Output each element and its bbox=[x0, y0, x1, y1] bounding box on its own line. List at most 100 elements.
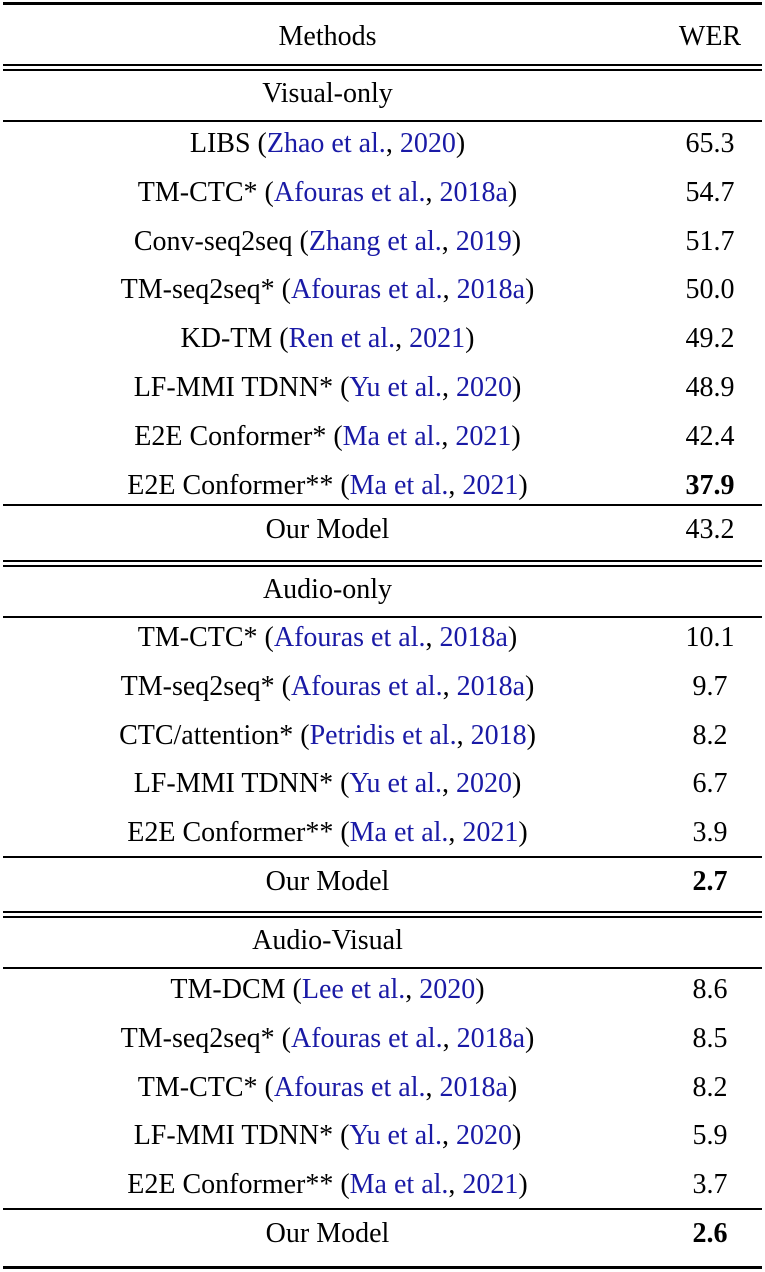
method-cell: LF-MMI TDNN* (Yu et al., 2020) bbox=[0, 1114, 655, 1158]
citation-year: 2019 bbox=[455, 225, 512, 257]
double-rule-lower bbox=[3, 565, 762, 567]
method-name: Conv-seq2seq bbox=[133, 225, 300, 257]
paren-close: ) bbox=[507, 622, 518, 653]
our-model-row: Our Model 2.7 bbox=[0, 860, 765, 904]
method-name: CTC/attention* bbox=[119, 719, 301, 751]
method-cell: E2E Conformer* (Ma et al., 2021) bbox=[0, 415, 655, 459]
table-row: CTC/attention* (Petridis et al., 2018) 8.… bbox=[0, 714, 765, 758]
paren-close: ) bbox=[511, 768, 522, 800]
paren-open: ( bbox=[340, 372, 350, 403]
method-cell: E2E Conformer** (Ma et al., 2021) bbox=[0, 811, 655, 855]
paren-close: ) bbox=[475, 974, 485, 1005]
citation-comma: , bbox=[448, 469, 463, 501]
paren-open: ( bbox=[281, 1022, 291, 1054]
citation-authors: Yu et al. bbox=[349, 1120, 442, 1152]
our-model-wer: 2.7 bbox=[692, 866, 728, 897]
section-title: Audio-Visual bbox=[252, 925, 403, 956]
wer-value: 3.7 bbox=[692, 1169, 728, 1201]
citation-authors: Ma et al. bbox=[349, 817, 449, 849]
table-row: TM-seq2seq* (Afouras et al., 2018a) 8.5 bbox=[0, 1017, 765, 1061]
citation-comma: , bbox=[441, 768, 456, 800]
citation-authors: Afouras et al. bbox=[290, 274, 443, 306]
method-name: LF-MMI TDNN* bbox=[133, 768, 341, 800]
paren-close: ) bbox=[511, 225, 522, 257]
citation-year: 2021 bbox=[462, 469, 519, 501]
method-name: KD-TM bbox=[180, 323, 280, 355]
paren-open: ( bbox=[340, 1169, 350, 1201]
method-cell: LF-MMI TDNN* (Yu et al., 2020) bbox=[0, 762, 655, 806]
section-rule bbox=[3, 616, 762, 618]
citation-year: 2020 bbox=[455, 768, 512, 800]
paren-close: ) bbox=[511, 1120, 522, 1152]
citation-year: 2021 bbox=[462, 817, 519, 849]
table-row: TM-seq2seq* (Afouras et al., 2018a) 9.7 bbox=[0, 665, 765, 709]
paren-open: ( bbox=[299, 225, 309, 257]
citation-authors: Zhao et al. bbox=[266, 128, 386, 159]
wer-value: 10.1 bbox=[685, 622, 735, 653]
wer-value: 9.7 bbox=[692, 670, 728, 702]
citation-comma: , bbox=[441, 1120, 456, 1152]
method-name: TM-CTC* bbox=[137, 176, 265, 208]
citation-comma: , bbox=[385, 128, 400, 159]
double-rule-upper bbox=[3, 64, 762, 66]
our-model-row: Our Model 2.6 bbox=[0, 1212, 765, 1256]
table-row: TM-CTC* (Afouras et al., 2018a) 8.2 bbox=[0, 1066, 765, 1110]
citation-authors: Zhang et al. bbox=[308, 225, 442, 257]
section-rule bbox=[3, 120, 762, 122]
citation-year: 2018a bbox=[456, 274, 526, 306]
citation-comma: , bbox=[441, 420, 456, 452]
citation-year: 2020 bbox=[455, 372, 512, 403]
method-name: LF-MMI TDNN* bbox=[133, 1120, 341, 1152]
citation-comma: , bbox=[442, 670, 457, 702]
citation-year: 2021 bbox=[409, 323, 466, 355]
table-row: LF-MMI TDNN* (Yu et al., 2020) 6.7 bbox=[0, 762, 765, 806]
citation-year: 2020 bbox=[419, 974, 476, 1005]
paren-close: ) bbox=[525, 670, 535, 702]
table-row: KD-TM (Ren et al., 2021) 49.2 bbox=[0, 317, 765, 361]
paren-open: ( bbox=[279, 323, 289, 355]
ours-rule bbox=[3, 1208, 762, 1210]
table-row: LIBS (Zhao et al., 2020) 65.3 bbox=[0, 122, 765, 166]
citation-authors: Petridis et al. bbox=[309, 719, 457, 751]
citation-year: 2018a bbox=[439, 622, 508, 653]
citation-year: 2021 bbox=[462, 1169, 519, 1201]
table-row: TM-DCM (Lee et al., 2020) 8.6 bbox=[0, 968, 765, 1012]
citation-comma: , bbox=[456, 719, 471, 751]
paren-open: ( bbox=[340, 768, 350, 800]
paren-close: ) bbox=[507, 1071, 518, 1103]
method-cell: CTC/attention* (Petridis et al., 2018) bbox=[0, 714, 655, 758]
method-name: LF-MMI TDNN* bbox=[133, 372, 341, 403]
paren-close: ) bbox=[518, 817, 528, 849]
citation-authors: Yu et al. bbox=[349, 768, 442, 800]
citation-comma: , bbox=[448, 1169, 463, 1201]
paren-close: ) bbox=[455, 128, 466, 159]
citation-year: 2018a bbox=[456, 1022, 526, 1054]
citation-comma: , bbox=[425, 622, 440, 653]
citation-comma: , bbox=[441, 225, 456, 257]
citation-authors: Afouras et al. bbox=[290, 1022, 443, 1054]
double-rule-lower bbox=[3, 916, 762, 918]
wer-value: 8.2 bbox=[692, 719, 728, 751]
table-row: TM-CTC* (Afouras et al., 2018a) 10.1 bbox=[0, 616, 765, 660]
wer-value: 51.7 bbox=[685, 225, 735, 257]
table-row: TM-seq2seq* (Afouras et al., 2018a) 50.0 bbox=[0, 268, 765, 312]
citation-comma: , bbox=[395, 323, 410, 355]
paren-open: ( bbox=[292, 974, 302, 1005]
method-cell: KD-TM (Ren et al., 2021) bbox=[0, 317, 655, 361]
top-rule bbox=[3, 2, 762, 5]
paren-open: ( bbox=[333, 420, 343, 452]
citation-authors: Ren et al. bbox=[288, 323, 396, 355]
paren-open: ( bbox=[264, 622, 274, 653]
double-rule-lower bbox=[3, 69, 762, 71]
method-name: LIBS bbox=[189, 128, 258, 159]
paren-close: ) bbox=[518, 469, 528, 501]
citation-authors: Afouras et al. bbox=[273, 622, 426, 653]
citation-authors: Lee et al. bbox=[301, 974, 406, 1005]
paren-open: ( bbox=[281, 670, 291, 702]
section-title: Audio-only bbox=[262, 574, 393, 605]
citation-comma: , bbox=[441, 372, 456, 403]
paren-open: ( bbox=[264, 176, 274, 208]
citation-year: 2020 bbox=[399, 128, 456, 159]
citation-authors: Yu et al. bbox=[349, 372, 442, 403]
